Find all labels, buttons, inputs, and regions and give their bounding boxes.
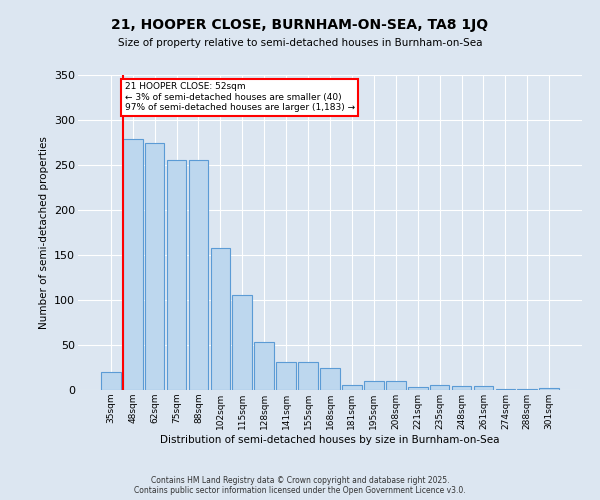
Bar xyxy=(101,372,121,390)
Bar xyxy=(232,294,252,390)
Bar xyxy=(364,381,384,390)
Bar xyxy=(386,381,406,390)
Bar xyxy=(496,389,515,390)
Bar xyxy=(188,160,208,390)
Text: Contains HM Land Registry data © Crown copyright and database right 2025.
Contai: Contains HM Land Registry data © Crown c… xyxy=(134,476,466,495)
Bar xyxy=(473,386,493,390)
Bar xyxy=(408,388,428,390)
Bar xyxy=(123,139,143,390)
Text: 21 HOOPER CLOSE: 52sqm
← 3% of semi-detached houses are smaller (40)
97% of semi: 21 HOOPER CLOSE: 52sqm ← 3% of semi-deta… xyxy=(125,82,355,112)
Bar xyxy=(167,160,187,390)
Y-axis label: Number of semi-detached properties: Number of semi-detached properties xyxy=(38,136,49,329)
Text: 21, HOOPER CLOSE, BURNHAM-ON-SEA, TA8 1JQ: 21, HOOPER CLOSE, BURNHAM-ON-SEA, TA8 1J… xyxy=(112,18,488,32)
Bar xyxy=(430,384,449,390)
Bar xyxy=(452,386,472,390)
Bar xyxy=(342,384,362,390)
Bar xyxy=(539,388,559,390)
Bar xyxy=(254,342,274,390)
Bar xyxy=(320,368,340,390)
Bar xyxy=(145,142,164,390)
Bar xyxy=(276,362,296,390)
Text: Size of property relative to semi-detached houses in Burnham-on-Sea: Size of property relative to semi-detach… xyxy=(118,38,482,48)
Bar xyxy=(517,389,537,390)
Bar xyxy=(211,248,230,390)
Bar xyxy=(298,362,318,390)
X-axis label: Distribution of semi-detached houses by size in Burnham-on-Sea: Distribution of semi-detached houses by … xyxy=(160,434,500,444)
